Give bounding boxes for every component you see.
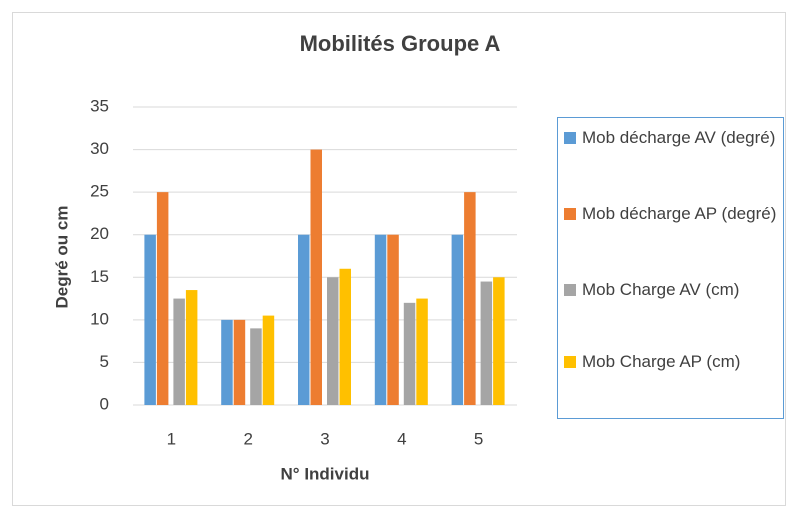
y-tick-label: 20 [90,224,109,243]
bar [416,298,428,405]
legend-label: Mob Charge AV (cm) [582,280,740,299]
y-axis-label: Degré ou cm [52,206,71,309]
x-tick-label: 2 [243,429,252,448]
bar [262,315,275,405]
y-tick-label: 35 [90,96,109,115]
y-tick-label: 15 [90,267,109,286]
y-tick-label: 5 [100,352,109,371]
bar [310,149,322,405]
bar [464,192,476,405]
bar [233,319,246,405]
bar [250,328,262,405]
y-tick-label: 25 [90,182,109,201]
chart-title: Mobilités Groupe A [300,31,501,56]
legend-swatch [564,284,576,296]
y-tick-label: 0 [100,394,109,413]
legend-swatch [564,356,576,368]
legend-item: Mob décharge AP (degré) [564,202,779,226]
legend-item: Mob Charge AP (cm) [564,350,779,374]
bar [374,234,387,405]
bar [480,281,493,405]
x-tick-label: 5 [474,429,483,448]
bar [339,268,351,405]
legend-swatch [564,208,576,220]
legend-label: Mob décharge AV (degré) [582,128,776,147]
bar [144,234,156,405]
bar [221,319,233,405]
bar [493,277,505,405]
bar [185,290,198,405]
x-tick-label: 1 [167,429,176,448]
x-tick-label: 3 [320,429,329,448]
legend-label: Mob Charge AP (cm) [582,352,741,371]
bar [156,192,169,405]
bar [403,302,416,405]
bar [298,234,310,405]
legend: Mob décharge AV (degré) Mob décharge AP (… [557,117,784,419]
legend-item: Mob Charge AV (cm) [564,278,779,302]
bar [387,234,399,405]
x-axis-label: N° Individu [281,464,370,483]
bar [327,277,339,405]
chart-border [12,12,786,506]
legend-swatch [564,132,576,144]
legend-label: Mob décharge AP (degré) [582,204,777,223]
bar [173,298,185,405]
x-tick-label: 4 [397,429,406,448]
y-tick-label: 30 [90,139,109,158]
bar [451,234,464,405]
legend-item: Mob décharge AV (degré) [564,126,779,150]
y-tick-label: 10 [90,309,109,328]
